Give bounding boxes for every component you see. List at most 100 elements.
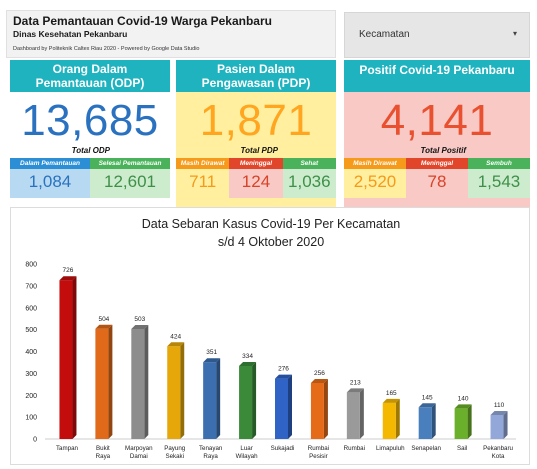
bar-value-label: 504 <box>98 316 109 323</box>
bar-senapelan[interactable] <box>418 403 436 439</box>
y-tick-label: 700 <box>25 283 37 290</box>
sub-label: Sembuh <box>468 158 530 169</box>
bar-tampan[interactable] <box>59 276 77 439</box>
pdp-sub-meninggal: Meninggal 124 <box>229 158 283 198</box>
sub-value: 12,601 <box>90 169 170 198</box>
positif-sub-sembuh: Sembuh 1,543 <box>468 158 530 198</box>
chevron-down-icon: ▾ <box>512 29 517 38</box>
bar-front <box>490 414 504 439</box>
bar-front <box>346 392 360 439</box>
bar-front <box>310 383 324 439</box>
bar-sukajadi[interactable] <box>275 374 292 439</box>
positif-total-value: 4,141 <box>380 96 494 145</box>
bar-top <box>203 358 221 363</box>
odp-body: 13,685 Total ODP Dalam Pemantauan 1,084 … <box>10 92 170 216</box>
category-label: Sail <box>457 445 467 452</box>
bar-payung-sekaki[interactable] <box>167 342 185 439</box>
bar-marpoyan-damai[interactable] <box>131 324 149 439</box>
sub-value: 124 <box>229 169 283 198</box>
bar-tenayan-raya[interactable] <box>203 358 221 439</box>
bar-value-label: 110 <box>494 402 505 409</box>
bar-side <box>359 388 364 439</box>
bar-pekanbaru-kota[interactable] <box>490 410 508 439</box>
bar-front <box>275 378 288 439</box>
bar-front <box>59 280 73 439</box>
bar-value-label: 140 <box>458 395 469 402</box>
pdp-title-line2: Pengawasan (PDP) <box>201 76 311 90</box>
bar-value-label: 145 <box>422 394 433 401</box>
page-title: Data Pemantauan Covid-19 Warga Pekanbaru <box>13 14 272 28</box>
bar-value-label: 256 <box>314 370 325 377</box>
bar-side <box>216 358 221 439</box>
y-tick-label: 200 <box>25 393 37 400</box>
bar-side <box>72 276 77 439</box>
category-label: Tenayan Raya <box>199 445 223 460</box>
category-label: Senapelan <box>411 445 441 452</box>
pdp-title-line1: Pasien Dalam <box>216 62 296 76</box>
bar-rumbai[interactable] <box>346 388 364 439</box>
kecamatan-chart: Data Sebaran Kasus Covid-19 Per Kecamata… <box>10 207 530 465</box>
bar-top <box>131 324 149 329</box>
y-tick-label: 800 <box>25 262 37 269</box>
bar-value-label: 276 <box>278 366 289 373</box>
category-label: Rumbai Pesisir <box>308 445 329 460</box>
y-tick-label: 600 <box>25 305 37 312</box>
bar-top <box>418 403 436 408</box>
bar-side <box>503 410 508 439</box>
pdp-sub-masih-dirawat: Masih Dirawat 711 <box>176 158 230 198</box>
sub-label: Masih Dirawat <box>176 158 230 169</box>
bar-front <box>418 407 432 439</box>
sub-value: 78 <box>406 169 468 198</box>
positif-sub-masih-dirawat: Masih Dirawat 2,520 <box>344 158 406 198</box>
pdp-panel: Pasien Dalam Pengawasan (PDP) 1,871 Tota… <box>176 60 336 216</box>
pdp-sub-sehat: Sehat 1,036 <box>282 158 336 198</box>
bar-value-label: 165 <box>386 390 397 397</box>
odp-panel: Orang Dalam Pemantauan (ODP) 13,685 Tota… <box>10 60 170 216</box>
y-tick-label: 100 <box>25 415 37 422</box>
bar-top <box>310 379 328 383</box>
odp-title-line2: Pemantauan (ODP) <box>35 76 145 90</box>
bar-bukit-raya[interactable] <box>95 324 113 439</box>
sub-value: 1,543 <box>468 169 530 198</box>
pdp-header: Pasien Dalam Pengawasan (PDP) <box>176 60 336 92</box>
bar-rumbai-pesisir[interactable] <box>310 379 328 439</box>
category-label: Limapuluh <box>376 445 405 452</box>
positif-sub-meninggal: Meninggal 78 <box>406 158 468 198</box>
pdp-total-label: Total PDP <box>240 146 278 155</box>
chart-subtitle: s/d 4 Oktober 2020 <box>217 235 325 249</box>
category-label: Tampan <box>56 445 79 452</box>
pdp-sub-row: Masih Dirawat 711 Meninggal 124 Sehat 1,… <box>176 158 336 198</box>
bar-side <box>252 361 257 439</box>
odp-header: Orang Dalam Pemantauan (ODP) <box>10 60 170 92</box>
positif-total-label: Total Positif <box>420 146 466 155</box>
positif-title: Positif Covid-19 Pekanbaru <box>359 63 515 77</box>
bar-sail[interactable] <box>454 404 472 439</box>
bar-front <box>203 362 217 439</box>
sub-value: 2,520 <box>344 169 406 198</box>
bar-value-label: 726 <box>63 267 74 274</box>
bar-value-label: 503 <box>134 316 145 323</box>
sub-label: Meninggal <box>229 158 283 169</box>
positif-sub-row: Masih Dirawat 2,520 Meninggal 78 Sembuh … <box>344 158 530 198</box>
category-label: Bukit Raya <box>96 445 111 460</box>
odp-total-value: 13,685 <box>21 96 159 145</box>
sub-value: 711 <box>176 169 230 198</box>
category-label: Payung Sekaki <box>164 445 186 460</box>
kecamatan-dropdown[interactable]: Kecamatan ▾ <box>344 12 530 58</box>
bar-side <box>395 398 400 439</box>
bar-side <box>144 324 149 439</box>
y-tick-label: 400 <box>25 349 37 356</box>
sub-value: 1,084 <box>10 169 90 198</box>
category-label: Rumbai <box>344 445 365 452</box>
odp-title-line1: Orang Dalam <box>52 62 128 76</box>
pdp-total-value: 1,871 <box>199 96 313 145</box>
bar-limapuluh[interactable] <box>382 398 400 439</box>
bar-side <box>431 403 436 439</box>
bar-chart-svg: 0 100 200 300 400 500 600 700 800 726 Tampan 504 Buk… <box>25 262 516 460</box>
sub-label: Meninggal <box>406 158 468 169</box>
bar-side <box>467 404 472 439</box>
y-tick-label: 300 <box>25 371 37 378</box>
category-label: Pekanbaru Kota <box>483 445 513 460</box>
bar-top <box>167 342 185 347</box>
bar-luar-wilayah[interactable] <box>239 361 257 439</box>
